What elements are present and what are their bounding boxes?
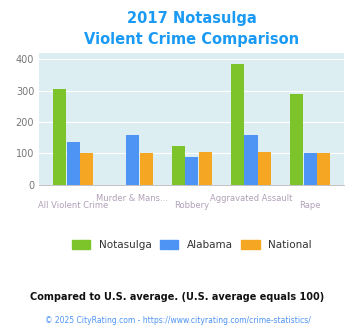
Bar [199, 152, 212, 185]
Bar [231, 64, 244, 185]
Bar [185, 156, 198, 185]
Bar [126, 135, 139, 185]
Bar [258, 152, 271, 185]
Text: Rape: Rape [300, 201, 321, 210]
Text: Aggravated Assault: Aggravated Assault [210, 194, 292, 203]
Bar [80, 153, 93, 185]
Bar [67, 142, 80, 185]
Text: Robbery: Robbery [174, 201, 209, 210]
Title: 2017 Notasulga
Violent Crime Comparison: 2017 Notasulga Violent Crime Comparison [84, 12, 299, 48]
Bar [245, 135, 257, 185]
Legend: Notasulga, Alabama, National: Notasulga, Alabama, National [72, 240, 312, 250]
Text: All Violent Crime: All Violent Crime [38, 201, 108, 210]
Bar [140, 153, 153, 185]
Bar [317, 153, 331, 185]
Bar [304, 153, 317, 185]
Bar [290, 94, 303, 185]
Bar [171, 146, 185, 185]
Text: Murder & Mans...: Murder & Mans... [97, 194, 168, 203]
Text: © 2025 CityRating.com - https://www.cityrating.com/crime-statistics/: © 2025 CityRating.com - https://www.city… [45, 316, 310, 325]
Bar [53, 89, 66, 185]
Text: Compared to U.S. average. (U.S. average equals 100): Compared to U.S. average. (U.S. average … [31, 292, 324, 302]
